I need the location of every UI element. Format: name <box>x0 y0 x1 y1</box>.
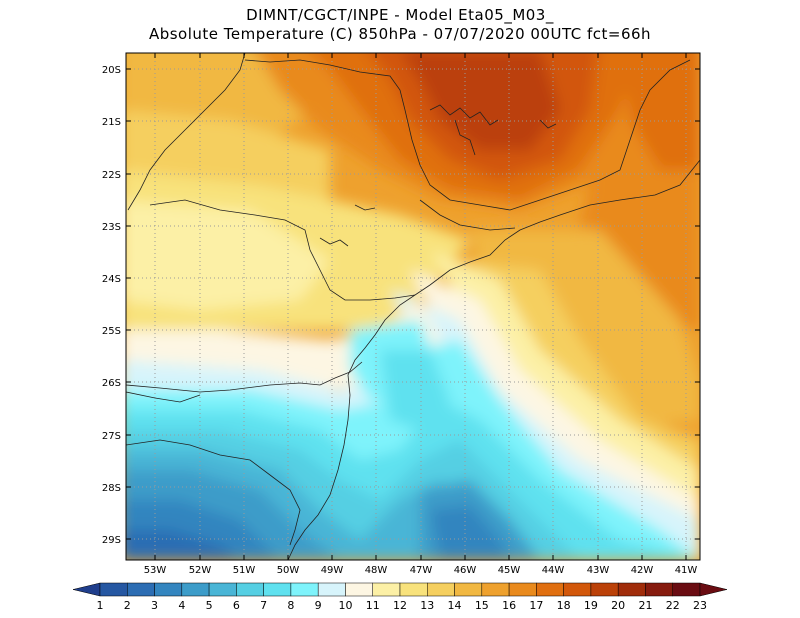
colorbar-label: 20 <box>611 599 625 612</box>
colorbar-bin <box>236 582 264 597</box>
colorbar-label: 5 <box>206 599 213 612</box>
lon-label: 41W <box>675 565 698 576</box>
colorbar-low-arrow <box>72 582 101 597</box>
colorbar-bin <box>536 582 564 597</box>
lon-label: 48W <box>365 565 388 576</box>
lon-label: 47W <box>410 565 433 576</box>
colorbar-label: 13 <box>420 599 434 612</box>
colorbar-bin <box>481 582 510 597</box>
map-title-line-2: Absolute Temperature (C) 850hPa - 07/07/… <box>148 25 652 43</box>
map-title-line-1: DIMNT/CGCT/INPE - Model Eta05_M03_ <box>246 6 554 24</box>
colorbar-label: 22 <box>666 599 680 612</box>
longitude-labels: 53W 52W 51W 50W 49W 48W 47W 46W 45W 44W … <box>144 565 698 576</box>
colorbar-label: 8 <box>287 599 294 612</box>
colorbar-label: 6 <box>233 599 240 612</box>
colorbar-label: 23 <box>693 599 707 612</box>
tick-marks <box>126 53 700 560</box>
lat-label: 21S <box>102 117 121 128</box>
colorbar-label: 15 <box>475 599 489 612</box>
colorbar-bin <box>290 582 319 597</box>
lat-label: 26S <box>102 378 121 389</box>
lon-label: 49W <box>321 565 344 576</box>
colorbar-bin <box>508 582 537 597</box>
colorbar-bin <box>208 582 237 597</box>
lon-label: 43W <box>587 565 610 576</box>
colorbar-label: 1 <box>97 599 104 612</box>
lon-label: 42W <box>631 565 654 576</box>
lon-label: 53W <box>144 565 167 576</box>
temperature-field <box>126 53 700 560</box>
colorbar-bin <box>454 582 483 597</box>
colorbar-label: 16 <box>502 599 516 612</box>
colorbar-bin <box>263 582 292 597</box>
lat-label: 25S <box>102 326 121 337</box>
colorbar-high-arrow <box>699 582 728 597</box>
colorbar-bin <box>427 582 455 597</box>
colorbar-bin <box>317 582 346 597</box>
lon-label: 46W <box>454 565 477 576</box>
colorbar-label: 9 <box>315 599 322 612</box>
colorbar-bin <box>563 582 592 597</box>
colorbar-bin <box>345 582 373 597</box>
colorbar-bin <box>672 582 701 597</box>
lat-label: 28S <box>102 483 121 494</box>
colorbar-label: 21 <box>638 599 652 612</box>
colorbar-bin <box>590 582 619 597</box>
colorbar-bin <box>399 582 428 597</box>
colorbar-label: 7 <box>260 599 267 612</box>
colorbar-label: 17 <box>529 599 543 612</box>
colorbar-label: 10 <box>338 599 352 612</box>
colorbar-bin <box>645 582 673 597</box>
lon-label: 45W <box>498 565 521 576</box>
colorbar-label: 18 <box>557 599 571 612</box>
colorbar-bin <box>181 582 210 597</box>
colorbar-label: 2 <box>124 599 131 612</box>
lat-label: 20S <box>102 65 121 76</box>
colorbar-bin <box>154 582 183 597</box>
colorbar-label: 3 <box>151 599 158 612</box>
coastline-and-borders <box>126 53 700 560</box>
colorbar-label: 12 <box>393 599 407 612</box>
colorbar-bin <box>617 582 646 597</box>
colorbar-bin <box>99 582 128 597</box>
colorbar-bin <box>372 582 401 597</box>
latitude-labels: 20S 21S 22S 23S 24S 25S 26S 27S 28S 29S <box>102 65 121 546</box>
lat-label: 23S <box>102 222 121 233</box>
lat-label: 22S <box>102 170 121 181</box>
colorbar: 1 2 3 4 5 6 7 8 9 10 11 12 13 14 15 16 17 18 19 20 21 22 23 <box>72 582 728 612</box>
lon-label: 50W <box>277 565 300 576</box>
lat-label: 29S <box>102 535 121 546</box>
colorbar-bin <box>127 582 155 597</box>
colorbar-label: 19 <box>584 599 598 612</box>
lon-label: 44W <box>542 565 565 576</box>
colorbar-label: 11 <box>366 599 380 612</box>
lat-label: 27S <box>102 431 121 442</box>
colorbar-label: 4 <box>178 599 185 612</box>
lon-label: 51W <box>233 565 256 576</box>
colorbar-label: 14 <box>448 599 462 612</box>
lon-label: 52W <box>189 565 212 576</box>
lat-label: 24S <box>102 274 121 285</box>
map-frame <box>125 52 701 561</box>
